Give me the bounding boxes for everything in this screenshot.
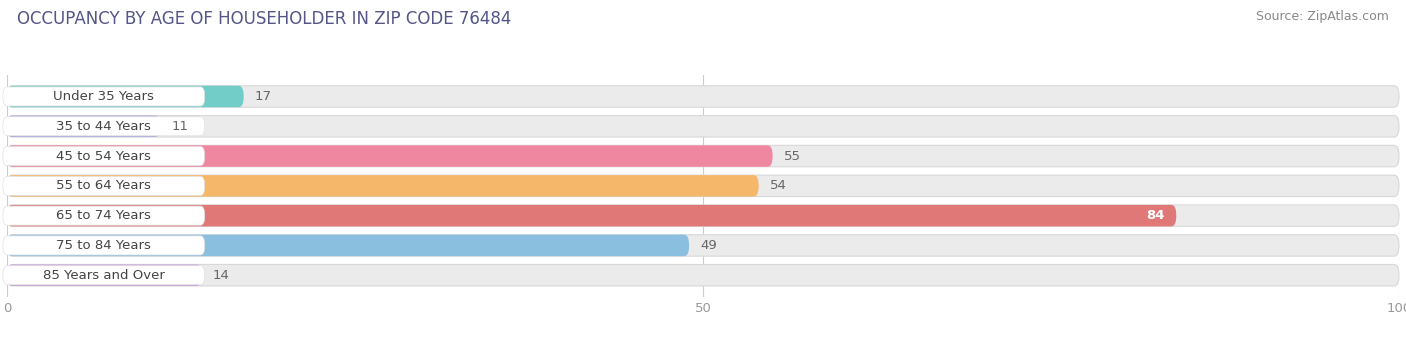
Text: Under 35 Years: Under 35 Years bbox=[53, 90, 155, 103]
FancyBboxPatch shape bbox=[3, 266, 205, 285]
Text: 14: 14 bbox=[214, 269, 231, 282]
FancyBboxPatch shape bbox=[7, 235, 689, 256]
FancyBboxPatch shape bbox=[7, 86, 243, 107]
FancyBboxPatch shape bbox=[7, 265, 202, 286]
FancyBboxPatch shape bbox=[7, 116, 160, 137]
FancyBboxPatch shape bbox=[3, 117, 205, 136]
Text: OCCUPANCY BY AGE OF HOUSEHOLDER IN ZIP CODE 76484: OCCUPANCY BY AGE OF HOUSEHOLDER IN ZIP C… bbox=[17, 10, 512, 28]
FancyBboxPatch shape bbox=[3, 206, 205, 225]
FancyBboxPatch shape bbox=[7, 145, 1399, 167]
Text: 49: 49 bbox=[700, 239, 717, 252]
Text: 55 to 64 Years: 55 to 64 Years bbox=[56, 179, 152, 192]
FancyBboxPatch shape bbox=[7, 205, 1177, 226]
Text: 17: 17 bbox=[254, 90, 271, 103]
FancyBboxPatch shape bbox=[3, 147, 205, 166]
FancyBboxPatch shape bbox=[7, 175, 759, 196]
FancyBboxPatch shape bbox=[7, 235, 1399, 256]
FancyBboxPatch shape bbox=[7, 265, 1399, 286]
Text: 11: 11 bbox=[172, 120, 188, 133]
FancyBboxPatch shape bbox=[7, 116, 1399, 137]
Text: 55: 55 bbox=[783, 150, 801, 163]
FancyBboxPatch shape bbox=[7, 175, 1399, 196]
FancyBboxPatch shape bbox=[7, 205, 1399, 226]
Text: 54: 54 bbox=[770, 179, 787, 192]
Text: Source: ZipAtlas.com: Source: ZipAtlas.com bbox=[1256, 10, 1389, 23]
FancyBboxPatch shape bbox=[3, 236, 205, 255]
Text: 65 to 74 Years: 65 to 74 Years bbox=[56, 209, 152, 222]
Text: 85 Years and Over: 85 Years and Over bbox=[42, 269, 165, 282]
Text: 45 to 54 Years: 45 to 54 Years bbox=[56, 150, 152, 163]
Text: 75 to 84 Years: 75 to 84 Years bbox=[56, 239, 152, 252]
Text: 84: 84 bbox=[1147, 209, 1166, 222]
FancyBboxPatch shape bbox=[7, 145, 773, 167]
FancyBboxPatch shape bbox=[3, 176, 205, 195]
Text: 35 to 44 Years: 35 to 44 Years bbox=[56, 120, 152, 133]
FancyBboxPatch shape bbox=[7, 86, 1399, 107]
FancyBboxPatch shape bbox=[3, 87, 205, 106]
